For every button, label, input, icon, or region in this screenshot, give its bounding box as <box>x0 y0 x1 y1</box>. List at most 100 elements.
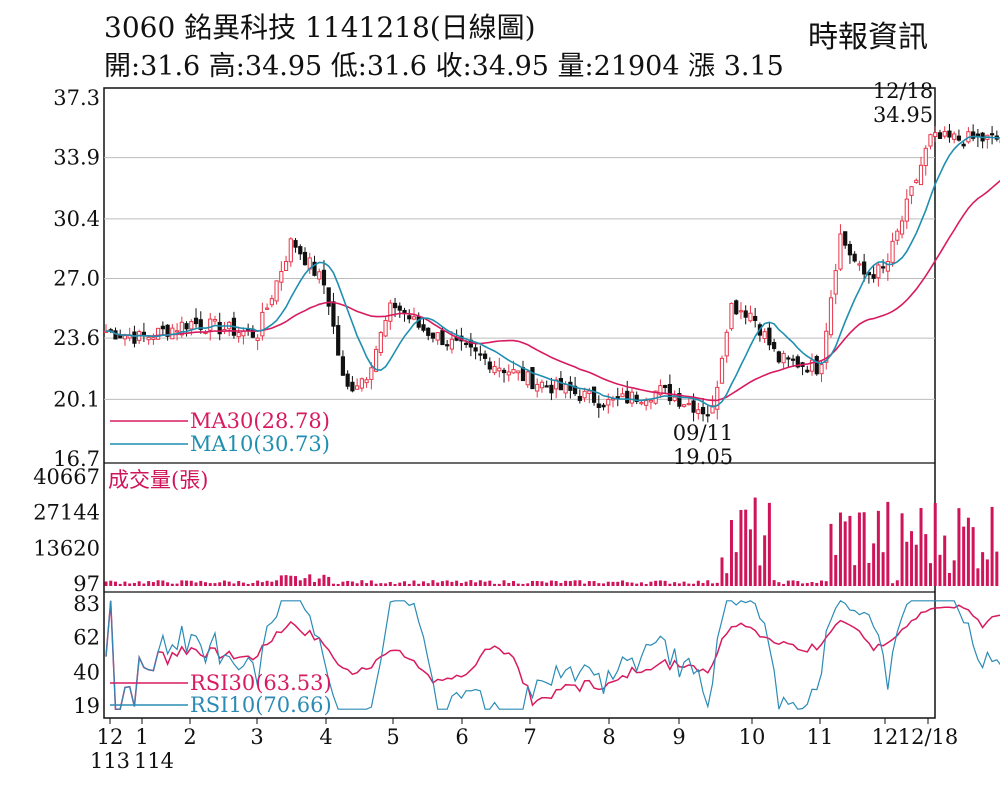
candle-body <box>383 319 388 337</box>
volume-bar <box>365 583 369 586</box>
volume-bar <box>317 578 321 586</box>
candlesticks <box>103 123 1000 423</box>
volume-bar <box>204 582 208 586</box>
candle-body <box>539 381 545 389</box>
x-tick-label: 10 <box>739 725 766 749</box>
candle-body <box>748 312 753 322</box>
candle-body <box>340 356 346 376</box>
candle-body <box>871 274 876 279</box>
volume-bar <box>910 531 914 586</box>
volume-bar <box>872 543 876 586</box>
x-tick-label: 3 <box>250 725 263 749</box>
volume-bar <box>251 582 255 586</box>
volume-bar <box>279 575 283 586</box>
volume-bar <box>161 580 165 586</box>
volume-bar <box>834 554 838 586</box>
grid-lines <box>104 157 935 400</box>
volume-bar <box>151 582 155 586</box>
annotation-value: 34.95 <box>873 103 933 127</box>
volume-bar <box>801 583 805 586</box>
volume-bar <box>540 581 544 586</box>
candle-body <box>435 332 440 341</box>
candle-body <box>876 264 881 279</box>
volume-bar <box>857 512 861 586</box>
candle-body <box>881 266 886 269</box>
x-tick-label: 12 <box>872 725 899 749</box>
candle-body <box>781 352 786 364</box>
volume-bar <box>900 513 904 586</box>
candle-body <box>482 353 488 359</box>
volume-bar <box>862 512 866 586</box>
volume-bar <box>891 583 895 586</box>
candle-body <box>558 377 563 391</box>
candle-body <box>430 332 436 339</box>
chart-title: 3060 銘異科技 1141218(日線圖) <box>104 11 536 44</box>
volume-bar <box>677 583 681 586</box>
candle-body <box>843 231 848 246</box>
volume-bar <box>777 582 781 586</box>
volume-tick-label: 40667 <box>33 465 100 489</box>
candle-body <box>937 132 943 139</box>
candle-body <box>947 130 952 138</box>
volume-bar <box>587 581 591 586</box>
candle-body <box>904 198 909 222</box>
candle-body <box>582 390 587 399</box>
volume-bar <box>530 580 534 586</box>
candle-body <box>544 385 549 388</box>
volume-bar <box>654 580 658 586</box>
x-tick-label: 9 <box>672 725 685 749</box>
candle-body <box>345 373 350 387</box>
volume-bar <box>526 583 530 586</box>
volume-bar <box>346 580 350 586</box>
candle-body <box>734 300 739 315</box>
volume-bar <box>455 580 459 586</box>
candle-body <box>122 335 128 340</box>
volume-bar <box>758 565 762 586</box>
candle-body <box>217 321 222 335</box>
volume-bar <box>583 583 587 586</box>
volume-bar <box>336 583 340 586</box>
volume-bar <box>355 583 359 586</box>
volume-bar <box>564 580 568 586</box>
volume-bar <box>995 551 999 586</box>
volume-bar <box>474 582 478 586</box>
volume-bar <box>843 521 847 586</box>
candle-body <box>719 357 725 384</box>
volume-bar <box>512 581 516 586</box>
volume-bar <box>265 580 269 586</box>
x-tick-label: 8 <box>602 725 615 749</box>
candle-body <box>681 404 687 407</box>
volume-bar <box>545 582 549 586</box>
volume-bar <box>493 583 497 586</box>
candle-body <box>312 261 317 276</box>
candle-body <box>819 364 824 375</box>
candle-body <box>189 321 194 330</box>
volume-bar <box>521 583 525 586</box>
candle-body <box>961 143 966 147</box>
volume-bar <box>616 581 620 586</box>
price-tick-label: 23.6 <box>53 326 100 350</box>
volume-bar <box>445 580 449 586</box>
volume-bar <box>824 581 828 586</box>
candle-body <box>525 371 530 386</box>
volume-bar <box>294 576 298 586</box>
volume-bar <box>720 557 724 586</box>
x-tick-label: 6 <box>455 725 468 749</box>
candle-body <box>260 311 265 337</box>
candle-body <box>620 393 625 398</box>
candle-body <box>743 310 748 318</box>
candle-body <box>700 407 706 415</box>
volume-bar <box>639 582 643 586</box>
x-tick-label: 4 <box>319 725 332 749</box>
volume-bar <box>962 526 966 586</box>
candle-body <box>663 385 668 388</box>
candle-body <box>359 378 364 389</box>
volume-bar <box>597 583 601 586</box>
candle-body <box>696 409 701 415</box>
candle-body <box>255 337 260 341</box>
volume-tick-label: 97 <box>73 572 100 596</box>
candle-body <box>426 327 431 336</box>
volume-bar <box>711 583 715 586</box>
legend-label: MA10(30.73) <box>190 432 330 456</box>
